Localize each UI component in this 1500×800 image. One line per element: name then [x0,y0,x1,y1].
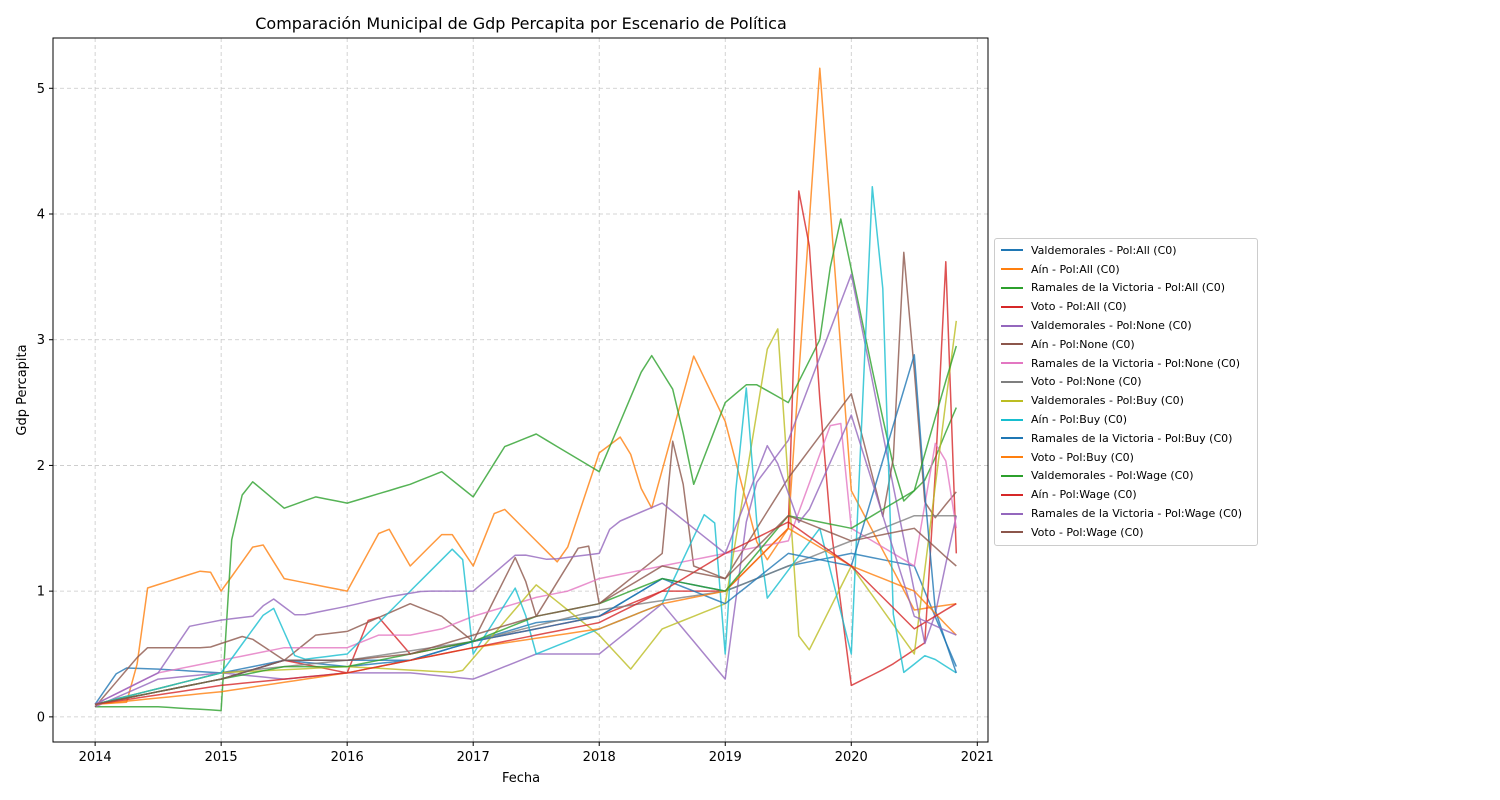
legend-item: Ramales de la Victoria - Pol:Buy (C0) [995,429,1257,448]
legend-label: Voto - Pol:None (C0) [1031,375,1142,389]
series-line [94,514,957,706]
y-tick-label: 4 [37,208,45,223]
y-axis-label: Gdp Percapita [15,344,30,435]
legend-label: Aín - Pol:Buy (C0) [1031,413,1128,427]
series-lines [94,67,958,712]
legend-item: Voto - Pol:All (C0) [995,297,1257,316]
legend-item: Ramales de la Victoria - Pol:None (C0) [995,354,1257,373]
legend-item: Voto - Pol:Buy (C0) [995,448,1257,467]
x-tick-label: 2014 [79,750,112,765]
legend-swatch [1001,456,1023,459]
x-tick-label: 2020 [835,750,868,765]
series-line [94,345,958,706]
legend-label: Aín - Pol:All (C0) [1031,262,1120,276]
legend-label: Ramales de la Victoria - Pol:None (C0) [1031,356,1241,370]
legend-item: Voto - Pol:Wage (C0) [995,523,1257,542]
legend-item: Voto - Pol:None (C0) [995,373,1257,392]
legend-swatch [1001,343,1023,346]
legend-label: Valdemorales - Pol:Buy (C0) [1031,394,1184,408]
legend-label: Voto - Pol:All (C0) [1031,300,1127,314]
legend-label: Voto - Pol:Wage (C0) [1031,525,1144,539]
legend-swatch [1001,268,1023,271]
legend-label: Aín - Pol:Wage (C0) [1031,488,1137,502]
legend-swatch [1001,474,1023,477]
legend-label: Valdemorales - Pol:None (C0) [1031,319,1192,333]
series-line [94,414,957,705]
legend-item: Aín - Pol:Buy (C0) [995,410,1257,429]
x-tick-label: 2016 [331,750,364,765]
legend-item: Aín - Pol:Wage (C0) [995,485,1257,504]
legend-swatch [1001,512,1023,515]
legend-swatch [1001,418,1023,421]
legend-item: Ramales de la Victoria - Pol:Wage (C0) [995,504,1257,523]
x-tick-label: 2021 [961,750,994,765]
grid [53,38,988,742]
series-line [95,67,957,706]
legend-swatch [1001,286,1023,289]
legend-label: Ramales de la Victoria - Pol:Wage (C0) [1031,507,1243,521]
y-tick-label: 1 [37,585,45,600]
legend-item: Valdemorales - Pol:None (C0) [995,316,1257,335]
series-line [94,552,957,705]
series-line [95,527,957,706]
y-tick-label: 3 [37,333,45,348]
x-tick-label: 2015 [205,750,238,765]
x-tick-label: 2019 [709,750,742,765]
axes: 2014 2015 2016 2017 2018 2019 2020 2021 0 1 2 3 4 5 [37,82,994,765]
legend-label: Ramales de la Victoria - Pol:Buy (C0) [1031,431,1233,445]
legend: Valdemorales - Pol:All (C0) Aín - Pol:All… [994,238,1258,546]
series-line [94,320,958,706]
legend-item: Aín - Pol:All (C0) [995,260,1257,279]
legend-swatch [1001,380,1023,383]
y-tick-label: 5 [37,82,45,97]
legend-swatch [1001,305,1023,308]
legend-item: Valdemorales - Pol:Wage (C0) [995,467,1257,486]
legend-swatch [1001,362,1023,365]
series-line [94,521,957,706]
plot-frame [52,37,989,743]
legend-item: Aín - Pol:None (C0) [995,335,1257,354]
x-axis-label: Fecha [502,771,540,786]
legend-label: Valdemorales - Pol:All (C0) [1031,243,1177,257]
legend-label: Aín - Pol:None (C0) [1031,337,1135,351]
legend-swatch [1001,531,1023,534]
legend-swatch [1001,249,1023,252]
series-line [94,514,957,706]
series-line [94,190,958,706]
legend-item: Valdemorales - Pol:Buy (C0) [995,391,1257,410]
legend-item: Valdemorales - Pol:All (C0) [995,241,1257,260]
series-line [94,251,957,708]
chart-title: Comparación Municipal de Gdp Percapita p… [255,14,787,33]
legend-label: Voto - Pol:Buy (C0) [1031,450,1134,464]
x-tick-label: 2018 [583,750,616,765]
legend-swatch [1001,493,1023,496]
y-tick-label: 0 [37,710,45,725]
series-line [94,422,958,705]
legend-swatch [1001,437,1023,440]
x-tick-label: 2017 [457,750,490,765]
legend-swatch [1001,399,1023,402]
y-tick-label: 2 [37,459,45,474]
series-line [94,186,957,706]
legend-label: Ramales de la Victoria - Pol:All (C0) [1031,281,1226,295]
legend-label: Valdemorales - Pol:Wage (C0) [1031,469,1194,483]
legend-swatch [1001,324,1023,327]
series-line [95,218,957,712]
legend-item: Ramales de la Victoria - Pol:All (C0) [995,279,1257,298]
